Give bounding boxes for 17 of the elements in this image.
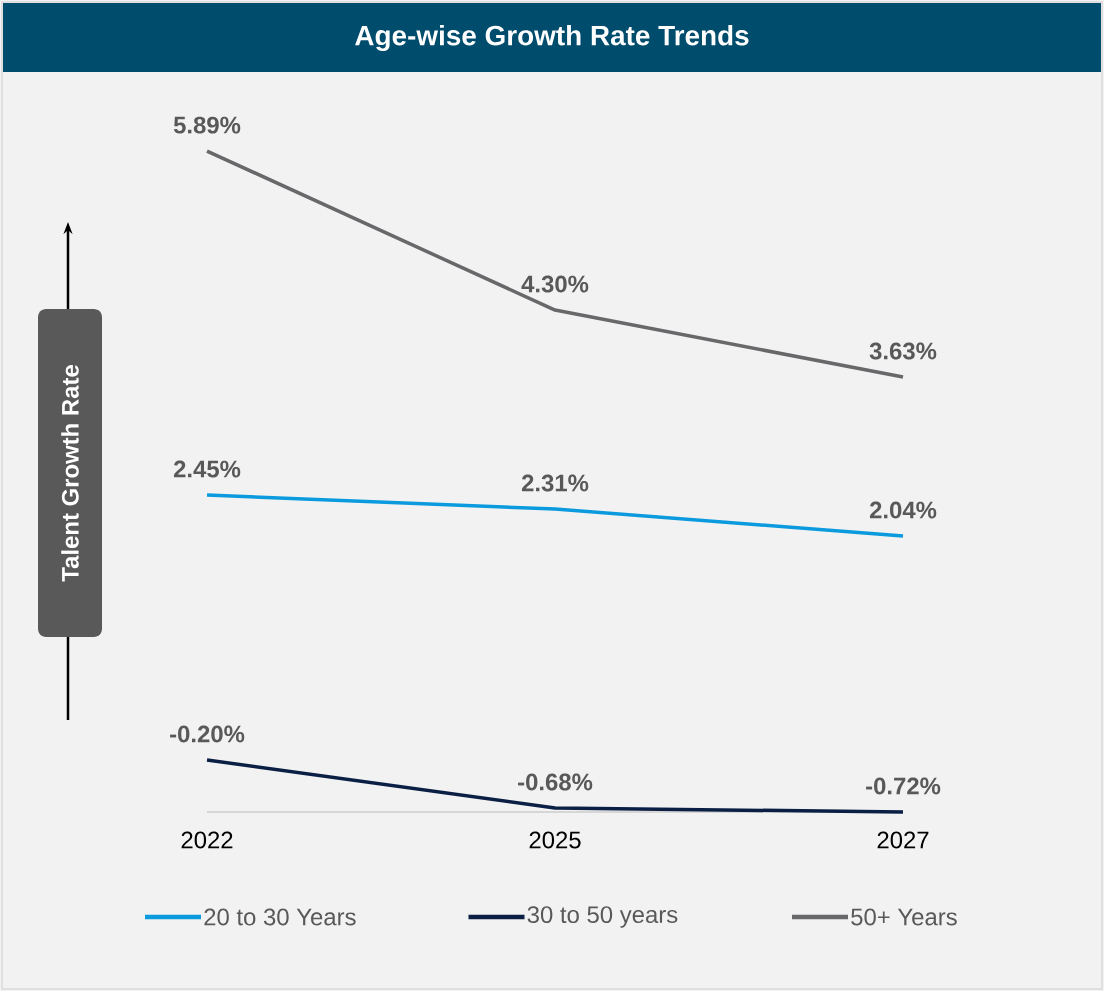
data-label: 3.63% <box>869 342 937 360</box>
x-tick-label: 2022 <box>181 831 233 849</box>
data-label: 4.30% <box>521 275 589 293</box>
data-label: -0.72% <box>866 777 941 795</box>
data-label: 2.31% <box>521 474 589 492</box>
legend-label: 30 to 50 years <box>527 906 678 928</box>
x-tick-label: 2025 <box>529 831 581 849</box>
data-label: 5.89% <box>173 116 241 134</box>
data-label: -0.20% <box>170 725 245 743</box>
text: Talent Growth Rate <box>61 365 79 582</box>
x-tick-label: 2027 <box>877 831 929 849</box>
data-label: -0.68% <box>518 773 593 791</box>
legend-label: 20 to 30 Years <box>204 908 356 926</box>
data-label: 2.04% <box>869 501 937 519</box>
chart-title: Age-wise Growth Rate Trends <box>355 24 749 52</box>
data-label: 2.45% <box>173 460 241 478</box>
legend-label: 50+ Years <box>851 908 957 926</box>
